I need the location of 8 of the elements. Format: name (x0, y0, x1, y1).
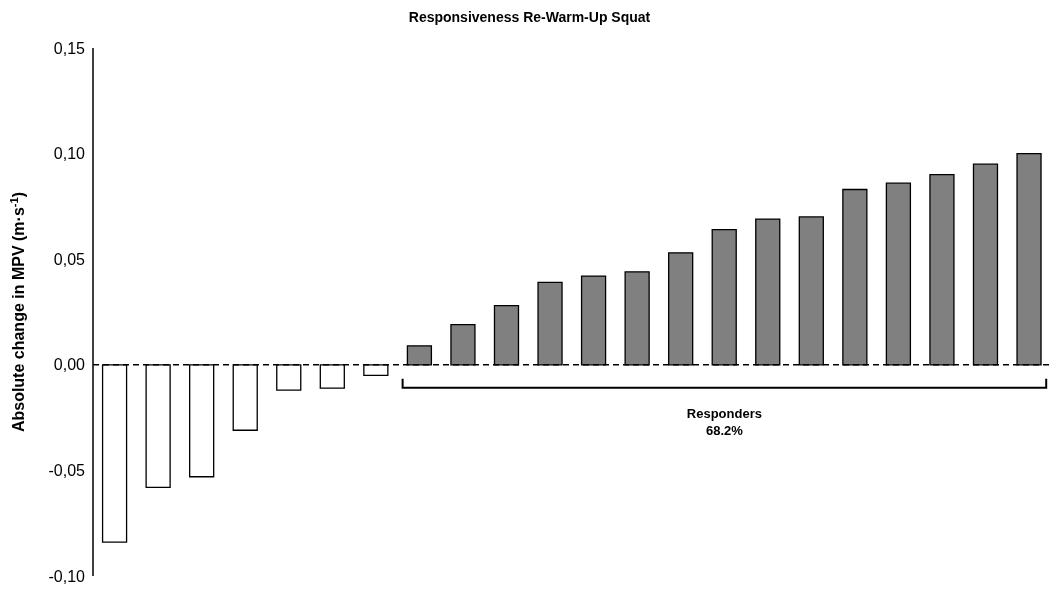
annotation: Responders 68.2% (686, 405, 762, 438)
y-tick-label: 0,00 (53, 356, 86, 374)
y-tick-label: -0,10 (48, 567, 86, 585)
y-tick-label: 0,05 (53, 250, 86, 268)
y-tick-label: -0,05 (48, 462, 86, 480)
y-tick-label: 0,15 (53, 39, 86, 57)
chart-title: Responsiveness Re-Warm-Up Squat (408, 9, 651, 25)
y-tick-label: 0,10 (53, 145, 86, 163)
